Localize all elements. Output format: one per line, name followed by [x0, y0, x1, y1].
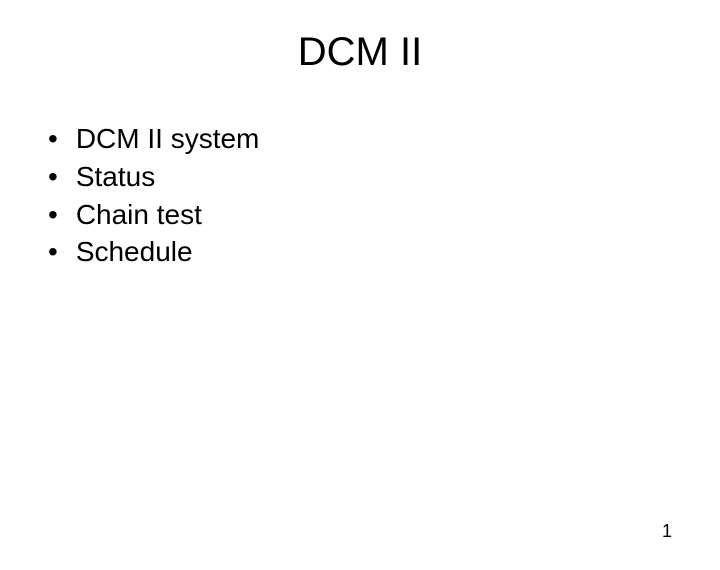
list-item: • Schedule [48, 233, 720, 271]
bullet-icon: • [48, 120, 58, 158]
bullet-icon: • [48, 196, 58, 234]
bullet-text: Chain test [76, 196, 720, 234]
bullet-text: DCM II system [76, 120, 720, 158]
slide-container: DCM II • DCM II system • Status • Chain … [0, 30, 720, 570]
bullet-icon: • [48, 158, 58, 196]
list-item: • DCM II system [48, 120, 720, 158]
bullet-text: Status [76, 158, 720, 196]
list-item: • Chain test [48, 196, 720, 234]
page-number: 1 [662, 521, 672, 542]
bullet-list: • DCM II system • Status • Chain test • … [0, 120, 720, 271]
slide-title: DCM II [0, 30, 720, 75]
list-item: • Status [48, 158, 720, 196]
bullet-text: Schedule [76, 233, 720, 271]
bullet-icon: • [48, 233, 58, 271]
